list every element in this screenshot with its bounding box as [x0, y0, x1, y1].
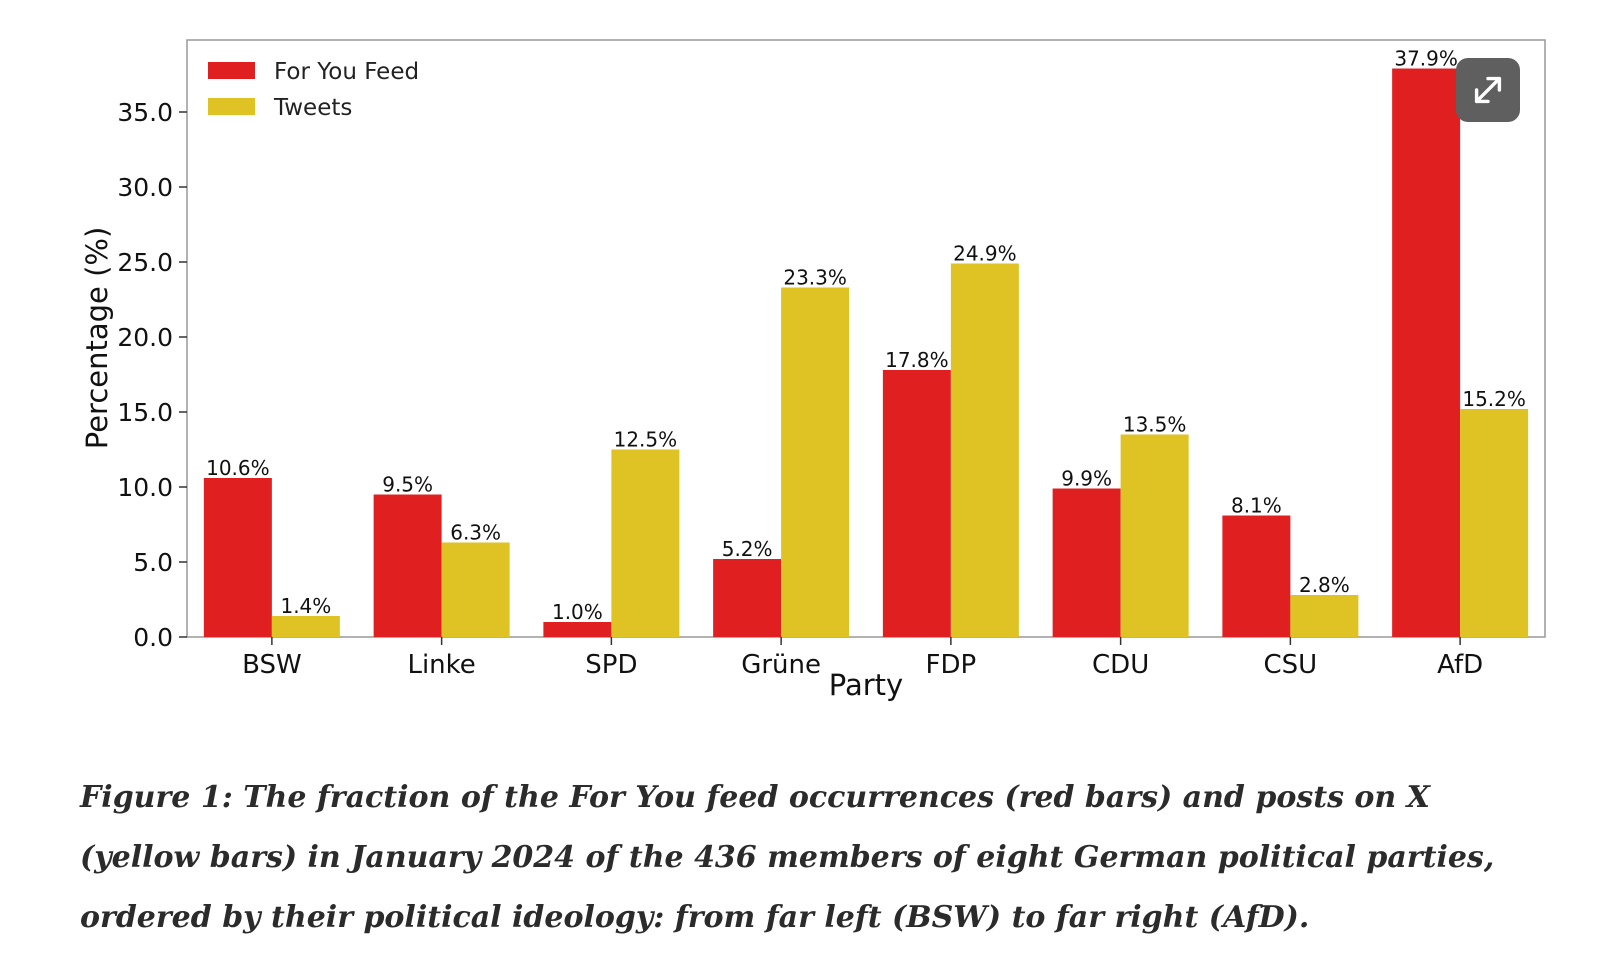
data-label: 17.8% [885, 348, 949, 372]
data-label: 10.6% [206, 456, 270, 480]
data-label: 1.4% [280, 594, 331, 618]
data-labels: 10.6% 1.4% 9.5% 6.3% 1.0% 12.5% 5.2% 23.3% 17.8%… [206, 47, 1526, 625]
y-tick-label: 25.0 [117, 248, 173, 277]
y-tick-label: 35.0 [117, 98, 173, 127]
data-label: 6.3% [450, 521, 501, 545]
bar-for-you-feed [203, 478, 272, 637]
legend-label: Tweets [273, 95, 352, 121]
y-tick-label: 5.0 [133, 548, 173, 577]
data-label: 15.2% [1462, 387, 1526, 411]
y-tick-label: 15.0 [117, 398, 173, 427]
y-tick-label: 10.0 [117, 473, 173, 502]
data-label: 2.8% [1299, 573, 1350, 597]
data-label: 8.1% [1231, 494, 1282, 518]
bar-tweets [950, 263, 1019, 637]
y-tick-label: 30.0 [117, 173, 173, 202]
expand-button[interactable] [1456, 58, 1520, 122]
legend-label: For You Feed [274, 59, 419, 85]
data-label: 13.5% [1123, 413, 1187, 437]
data-label: 9.9% [1061, 467, 1112, 491]
axes: 0.0 5.0 10.0 15.0 20.0 25.0 30.0 35.0 BSW Linke SP… [117, 39, 1546, 680]
data-label: 23.3% [783, 266, 847, 290]
bar-tweets [1460, 409, 1529, 637]
bars [203, 68, 1529, 637]
bar-for-you-feed [882, 370, 951, 637]
x-axis-title: Party [829, 668, 903, 702]
figure-caption: Figure 1: The fraction of the For You fe… [80, 780, 1495, 935]
x-tick-label: Linke [407, 650, 475, 680]
data-label: 9.5% [382, 473, 433, 497]
x-tick-label: Grüne [741, 650, 821, 680]
x-tick-label: FDP [926, 650, 977, 680]
data-label: 5.2% [722, 537, 773, 561]
data-label: 37.9% [1394, 47, 1458, 71]
bar-for-you-feed [373, 494, 442, 637]
bar-tweets [1290, 595, 1359, 637]
bar-for-you-feed [543, 622, 612, 637]
bar-tweets [1120, 434, 1189, 637]
plot-frame [186, 39, 1546, 638]
bar-tweets [271, 616, 340, 637]
y-tick-label: 0.0 [133, 623, 173, 652]
bar-tweets [781, 287, 850, 637]
expand-icon [1474, 76, 1502, 104]
legend-swatch [208, 62, 255, 79]
y-axis-title: Percentage (%) [80, 227, 114, 450]
bar-for-you-feed [1052, 488, 1121, 637]
bar-tweets [611, 449, 680, 637]
bar-for-you-feed [1392, 68, 1461, 637]
data-label: 24.9% [953, 242, 1017, 266]
bar-for-you-feed [1222, 515, 1291, 637]
x-tick-label: AfD [1437, 650, 1483, 680]
data-label: 1.0% [552, 600, 603, 624]
y-tick-label: 20.0 [117, 323, 173, 352]
x-tick-label: CSU [1264, 650, 1318, 680]
x-tick-label: BSW [242, 650, 302, 680]
data-label: 12.5% [614, 428, 678, 452]
legend: For You Feed Tweets [208, 59, 419, 121]
x-tick-label: CDU [1092, 650, 1149, 680]
bar-tweets [441, 542, 510, 637]
bar-for-you-feed [713, 559, 782, 637]
legend-swatch [208, 98, 255, 115]
x-tick-label: SPD [585, 650, 637, 680]
